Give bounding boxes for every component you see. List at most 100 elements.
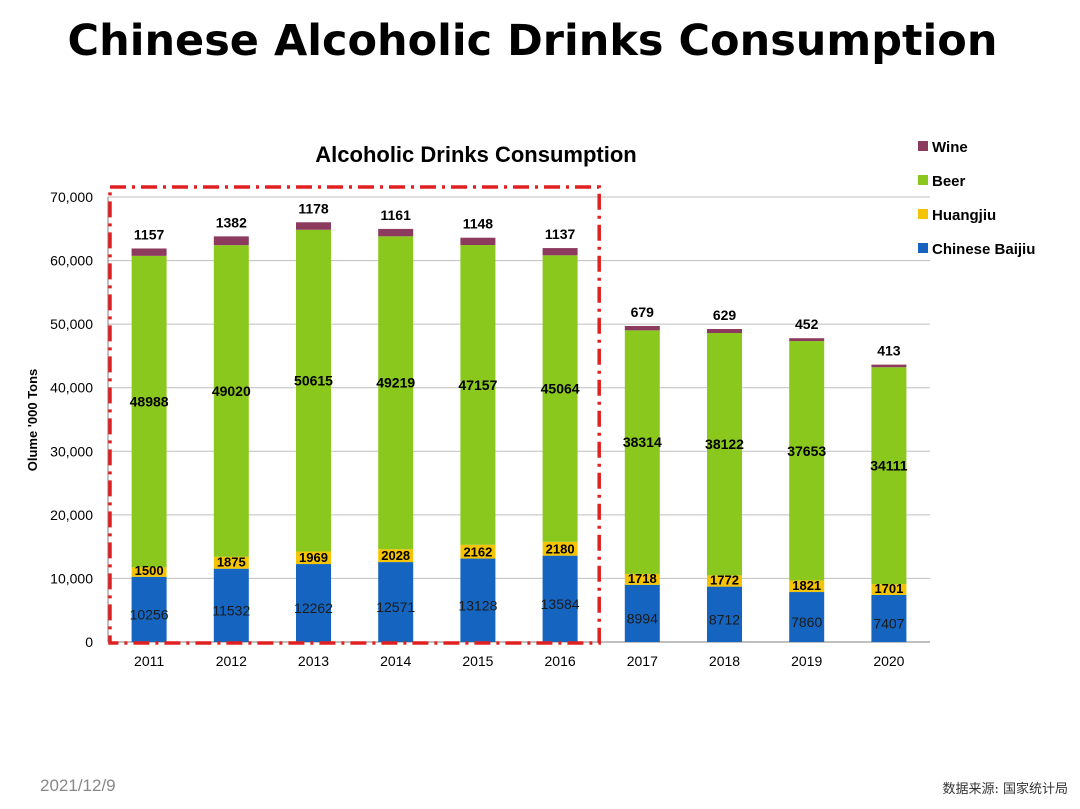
x-tick-label: 2015 [462,653,493,669]
bar-huangjiu [542,541,578,556]
legend-swatch [918,209,928,219]
bar-wine [624,326,660,331]
bar-chinese-baijiu [789,592,825,642]
bar-wine [542,248,578,256]
data-label: 7407 [873,615,904,631]
data-label: 49020 [212,383,251,399]
x-tick-label: 2014 [380,653,411,669]
data-label: 452 [795,316,819,332]
bar-beer [707,333,742,576]
x-tick-label: 2020 [873,653,904,669]
data-label: 1382 [216,214,247,230]
bar-beer [871,367,907,585]
data-label: 37653 [787,443,826,459]
data-label: 48988 [130,394,169,410]
data-label: 1969 [299,550,328,565]
bar-beer [542,255,578,542]
bar-beer [624,330,660,574]
x-tick-label: 2012 [216,653,247,669]
legend-swatch [918,141,928,151]
data-label: 1137 [545,226,576,242]
bar-chinese-baijiu [707,586,742,642]
y-tick-label: 60,000 [50,253,93,269]
bar-wine [213,236,249,246]
data-label: 7860 [791,614,822,630]
x-tick-label: 2019 [791,653,822,669]
y-tick-label: 50,000 [50,316,93,332]
data-label: 1701 [874,581,903,596]
bar-huangjiu [296,551,331,565]
bar-huangjiu [789,580,825,593]
legend-label: Beer [932,173,966,190]
bar-chinese-baijiu [213,568,249,642]
highlight-box [108,185,601,645]
data-label: 1148 [463,216,494,232]
bar-chinese-baijiu [131,576,167,642]
bar-beer [213,245,249,557]
data-label: 679 [631,304,655,320]
bar-chinese-baijiu [378,562,414,642]
data-label: 1875 [217,555,246,570]
y-axis-label: Olume '000 Tons [25,369,40,472]
bar-huangjiu [213,556,249,569]
bar-wine [378,228,414,237]
bar-chinese-baijiu [871,594,907,642]
data-label: 11532 [212,602,250,618]
data-label: 413 [877,343,901,359]
data-label: 1178 [298,200,329,216]
bar-wine [296,222,331,230]
slide-title: Chinese Alcoholic Drinks Consumption [67,16,998,66]
data-label: 12571 [376,599,415,615]
bar-huangjiu [131,567,167,577]
data-label: 1161 [381,207,412,223]
x-tick-label: 2017 [627,653,658,669]
bar-wine [131,248,167,256]
x-tick-label: 2011 [134,653,164,669]
data-label: 1718 [628,571,657,586]
footer-source: 数据来源: 国家统计局 [942,782,1068,797]
bar-wine [871,364,907,368]
bar-huangjiu [871,584,907,595]
data-label: 50615 [294,373,333,389]
data-label: 629 [713,307,737,323]
y-tick-label: 30,000 [50,443,93,459]
data-label: 13128 [458,597,497,613]
data-label: 45064 [541,381,580,397]
x-tick-label: 2013 [298,653,329,669]
y-tick-label: 20,000 [50,507,93,523]
data-label: 1821 [792,578,821,593]
data-label: 13584 [541,596,580,612]
bar-huangjiu [707,575,742,587]
data-label: 8994 [627,610,658,626]
bar-beer [789,341,825,581]
bar-wine [789,338,825,342]
legend-label: Chinese Baijiu [932,241,1035,258]
bar-chinese-baijiu [460,558,496,642]
bar-chinese-baijiu [296,564,331,642]
data-label: 1157 [134,226,165,242]
data-label: 47157 [458,377,497,393]
data-label: 1500 [135,563,164,578]
chart-title: Alcoholic Drinks Consumption [315,142,636,167]
data-label: 12262 [294,600,333,616]
data-label: 2028 [381,548,410,563]
legend-swatch [918,175,928,185]
legend-label: Huangjiu [932,207,996,224]
bar-huangjiu [460,544,496,559]
bar-huangjiu [378,549,414,563]
footer-date: 2021/12/9 [40,776,116,795]
y-tick-label: 10,000 [50,570,93,586]
bar-huangjiu [624,573,660,585]
bar-wine [460,237,496,246]
bar-wine [707,329,742,334]
data-label: 8712 [709,611,740,627]
data-label: 49219 [376,375,415,391]
data-label: 1772 [710,573,739,588]
bar-chinese-baijiu [542,555,578,642]
bar-beer [378,236,414,550]
x-tick-label: 2018 [709,653,740,669]
y-tick-label: 0 [85,634,93,650]
bar-beer [460,245,496,545]
data-label: 2180 [546,542,575,557]
y-tick-label: 40,000 [50,380,93,396]
